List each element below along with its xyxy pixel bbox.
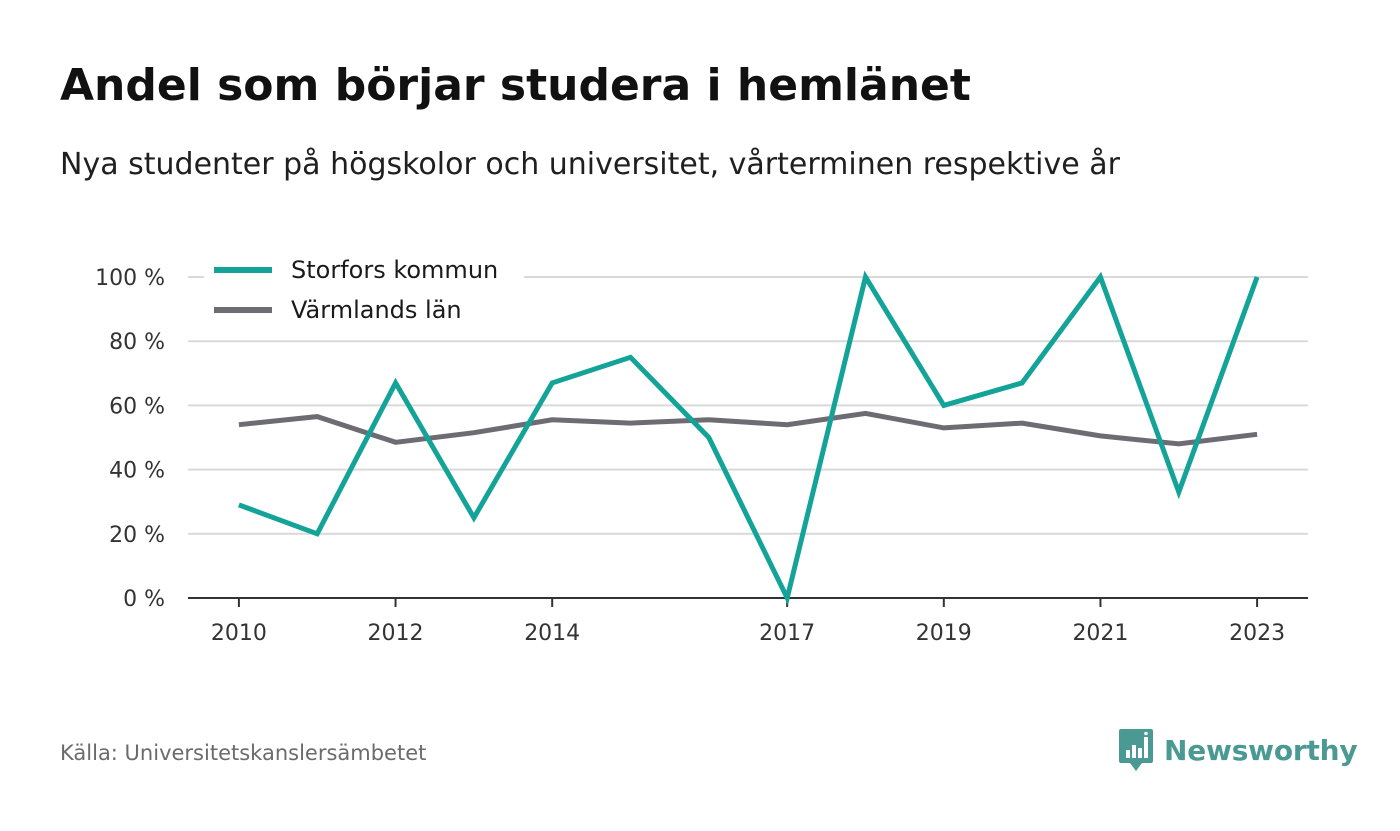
source-note: Källa: Universitetskanslersämbetet xyxy=(60,741,427,765)
y-tick-label: 100 % xyxy=(95,266,165,291)
axes: 0 % 20 % 40 % 60 % 80 % 100 % 2010 2012 2014 2017… xyxy=(95,266,1308,646)
bar-3 xyxy=(1138,748,1142,758)
legend: Storfors kommun Värmlands län xyxy=(204,252,524,330)
bar-1 xyxy=(1126,750,1130,758)
x-tick-label: 2012 xyxy=(368,621,424,646)
chart-title: Andel som börjar studera i hemlänet xyxy=(60,60,971,111)
series-lines xyxy=(238,270,1260,606)
dot xyxy=(1144,731,1148,736)
chart-subtitle: Nya studenter på högskolor och universit… xyxy=(60,147,1120,182)
x-tick-label: 2021 xyxy=(1072,621,1128,646)
x-tick-label: 2019 xyxy=(916,621,972,646)
legend-background xyxy=(204,252,524,330)
brand-name: Newsworthy xyxy=(1164,733,1358,767)
legend-label: Värmlands län xyxy=(291,296,462,324)
series-line-varmland xyxy=(238,410,1258,447)
y-tick-label: 80 % xyxy=(109,330,165,355)
x-tick-label: 2014 xyxy=(524,621,580,646)
y-tick-label: 40 % xyxy=(109,459,165,484)
series-line-storfors xyxy=(238,270,1260,606)
x-tick-label: 2023 xyxy=(1229,621,1285,646)
line-chart: 0 % 20 % 40 % 60 % 80 % 100 % 2010 2012 2014 2017… xyxy=(95,252,1308,646)
y-tick-label: 20 % xyxy=(109,523,165,548)
x-tick-label: 2010 xyxy=(211,621,267,646)
bar-2 xyxy=(1132,745,1136,758)
bar-chart-speech-bubble-icon xyxy=(1119,729,1153,771)
bar-4 xyxy=(1144,737,1148,758)
x-tick-label: 2017 xyxy=(759,621,815,646)
y-tick-label: 0 % xyxy=(123,587,165,612)
brand-logo: Newsworthy xyxy=(1118,728,1358,772)
legend-label: Storfors kommun xyxy=(291,256,498,284)
y-tick-label: 60 % xyxy=(109,394,165,419)
